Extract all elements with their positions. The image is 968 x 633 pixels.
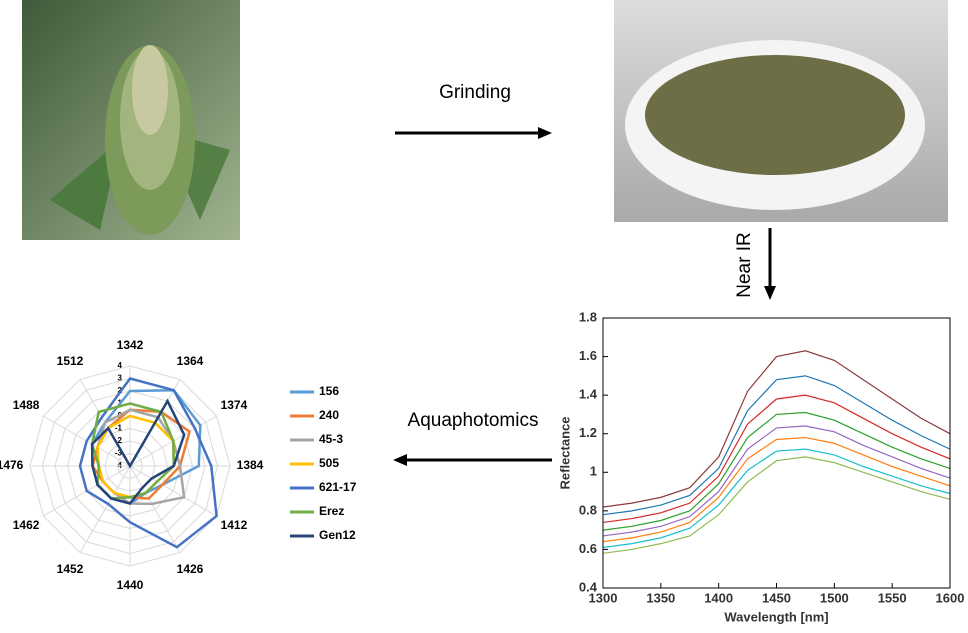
y-tick-label: 0.4: [579, 579, 598, 594]
radar-line: [78, 377, 218, 549]
spectrum-line: [602, 411, 951, 531]
y-tick-label: 1.2: [579, 425, 597, 440]
category-label: 1488: [13, 398, 40, 412]
legend-label: 505: [319, 456, 339, 470]
x-axis-label: Wavelength [nm]: [724, 609, 828, 624]
category-label: 1452: [57, 562, 84, 576]
r-tick-label: -2: [115, 436, 123, 445]
spoke: [129, 465, 217, 517]
x-tick-label: 1450: [762, 590, 791, 605]
category-label: 1342: [117, 338, 144, 352]
y-axis-label: Reflectance: [557, 417, 572, 490]
arrow: [393, 127, 776, 466]
category-label: 1384: [237, 458, 264, 472]
step-label: Aquaphotomics: [408, 410, 539, 431]
r-tick-label: 3: [118, 374, 123, 383]
legend-label: Gen12: [319, 528, 356, 542]
y-tick-label: 1.8: [579, 309, 597, 324]
legend-label: Erez: [319, 504, 344, 518]
legend-label: 240: [319, 408, 339, 422]
spectrum-line: [602, 394, 951, 524]
x-tick-label: 1300: [589, 590, 618, 605]
x-tick-label: 1400: [704, 590, 733, 605]
r-tick-label: -3: [115, 449, 123, 458]
spectrum-line: [602, 456, 951, 554]
category-label: 1412: [221, 518, 248, 532]
category-label: 1426: [177, 562, 204, 576]
spectrum-line: [602, 448, 951, 549]
step-label: Near IR: [734, 232, 755, 297]
x-tick-label: 1550: [878, 590, 907, 605]
step-label: Grinding: [439, 82, 511, 103]
spoke: [129, 465, 181, 553]
plant-photo: [22, 0, 240, 240]
y-tick-label: 0.8: [579, 502, 597, 517]
category-label: 1440: [117, 578, 144, 592]
legend-label: 156: [319, 384, 339, 398]
category-label: 1462: [13, 518, 40, 532]
x-tick-label: 1600: [936, 590, 965, 605]
y-tick-label: 1: [590, 464, 597, 479]
category-label: 1364: [177, 354, 204, 368]
x-tick-label: 1350: [646, 590, 675, 605]
plot-frame: [602, 317, 951, 589]
legend-label: 45-3: [319, 432, 343, 446]
powder-photo: [614, 0, 948, 222]
spectrum-line: [602, 350, 951, 508]
spectrum-line: [602, 436, 951, 543]
r-tick-label: -1: [115, 424, 123, 433]
y-tick-label: 1.6: [579, 348, 597, 363]
category-label: 1512: [57, 354, 84, 368]
spectrum-line: [602, 375, 951, 516]
y-tick-label: 1.4: [579, 387, 598, 402]
x-tick-label: 1500: [820, 590, 849, 605]
spoke: [79, 465, 131, 553]
radar-line: [90, 398, 186, 505]
r-tick-label: 4: [118, 361, 123, 370]
legend-label: 621-17: [319, 480, 357, 494]
category-label: 1374: [221, 398, 248, 412]
y-tick-label: 0.6: [579, 541, 597, 556]
spectrum-line: [602, 425, 951, 537]
category-label: 1476: [0, 458, 24, 472]
